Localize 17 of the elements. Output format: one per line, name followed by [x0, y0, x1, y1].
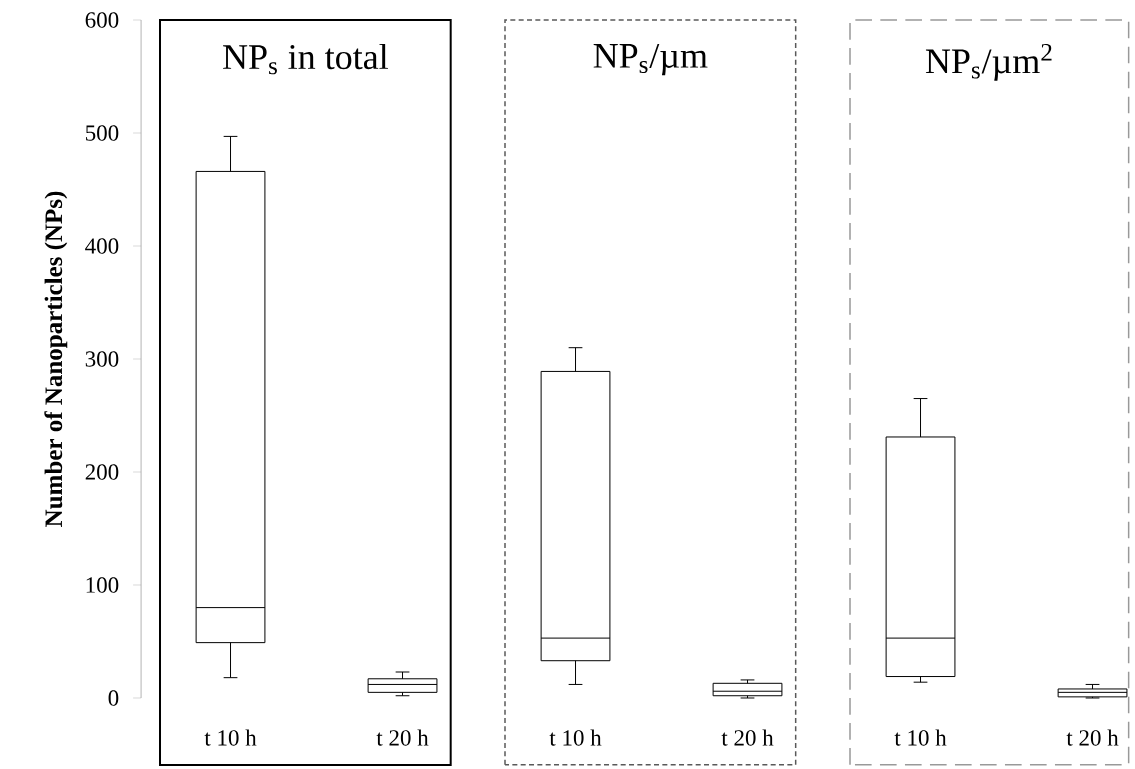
x-tick-label: t 20 h [376, 729, 429, 746]
y-tick-label: 600 [85, 12, 119, 28]
y-tick-label: 100 [86, 577, 119, 593]
x-tick-label: t 20 h [721, 729, 774, 746]
text: NP$_{s}$/µm$^{2}$ [925, 43, 1052, 81]
x-tick-label: t 10 h [204, 729, 257, 746]
y-tick-label: 200 [85, 464, 119, 480]
y-tick-label: 400 [85, 238, 119, 254]
x-tick-label: t 10 h [549, 729, 602, 746]
y-tick-label: 300 [85, 351, 119, 367]
y-tick-label: 500 [86, 125, 119, 141]
text: NP$_{s}$/µm [593, 43, 708, 76]
x-tick-label: t 10 h [894, 729, 947, 746]
text: NP$_{s}$ in total [223, 43, 388, 75]
y-tick-label: 0 [108, 690, 119, 706]
y-axis-title: Number of Nanoparticles (NPs) [44, 191, 68, 527]
x-tick-label: t 20 h [1066, 729, 1119, 746]
